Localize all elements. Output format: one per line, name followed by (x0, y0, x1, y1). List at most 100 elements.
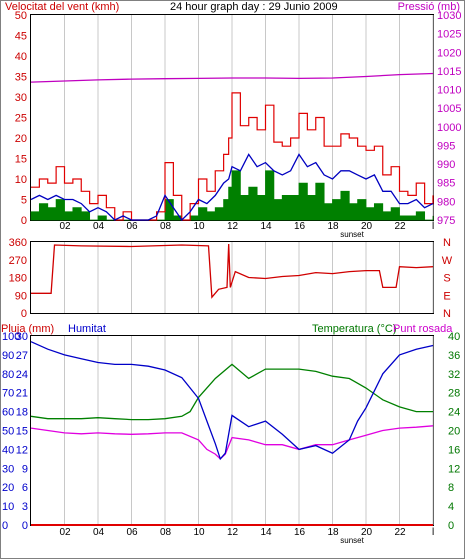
temperature-y-tick-label: 36 (448, 350, 460, 362)
direction-y-tick-label: 90 (15, 290, 27, 302)
x-tick-label: 08 (160, 527, 172, 538)
humidity-y-tick-label: 80 (2, 369, 14, 381)
direction-y-tick-label: 180 (9, 273, 27, 285)
temperature-y-tick-label: 20 (448, 426, 460, 438)
pressure-y-tick-label: 975 (437, 215, 455, 227)
rain-y-tick-label: 30 (16, 331, 28, 343)
x-tick-label: 08 (160, 221, 172, 232)
wind-y-tick-label: 30 (15, 92, 27, 104)
humidity-series-line (30, 341, 434, 461)
pressure-series-line (30, 72, 434, 83)
x-tick-label: 10 (194, 221, 206, 232)
wind-y-tick-label: 20 (15, 133, 27, 145)
compass-tick-label: N (443, 237, 451, 249)
rain-y-tick-label: 24 (16, 369, 28, 381)
humidity-axis-title: Humitat (68, 323, 106, 335)
humidity-y-tick-label: 20 (2, 482, 14, 494)
wind-y-tick-label: 15 (15, 154, 27, 166)
pressure-y-tick-label: 980 (437, 196, 455, 208)
pressure-y-tick-label: 1000 (437, 122, 461, 134)
x-tick-label: 14 (261, 221, 273, 232)
temperature-y-tick-label: 8 (448, 482, 454, 494)
pressure-y-tick-label: 1025 (437, 29, 461, 41)
humidity-y-tick-label: 30 (2, 463, 14, 475)
humidity-y-tick-label: 0 (2, 520, 8, 532)
wind-average-series-line (30, 153, 434, 222)
compass-tick-label: W (442, 255, 453, 267)
x-tick-label: 06 (127, 527, 139, 538)
wind-y-tick-label: 10 (15, 174, 27, 186)
humidity-y-tick-label: 70 (2, 388, 14, 400)
temperature-y-tick-label: 32 (448, 369, 460, 381)
x-tick-label: l (432, 527, 434, 538)
x-tick-label: l (432, 221, 434, 232)
compass-tick-label: N (443, 308, 451, 320)
x-tick-label: 22 (395, 221, 407, 232)
rain-y-tick-label: 15 (16, 426, 28, 438)
rain-y-tick-label: 21 (16, 388, 28, 400)
wind-speed-series-line (31, 92, 434, 221)
x-tick-label: 10 (194, 527, 206, 538)
pressure-y-tick-label: 1030 (437, 10, 461, 22)
rain-axis-title: Pluja (mm) (1, 323, 54, 335)
sunset-label: sunset (340, 230, 364, 239)
pressure-axis-title: Pressió (mb) (398, 1, 460, 13)
humidity-y-tick-label: 60 (2, 407, 14, 419)
compass-tick-label: E (443, 290, 450, 302)
sunset-label: sunset (340, 536, 364, 545)
pressure-y-tick-label: 1010 (437, 85, 461, 97)
temperature-axis-title: Temperatura (°C) (312, 323, 396, 335)
x-tick-label: 16 (294, 221, 306, 232)
temperature-series-line (30, 363, 433, 421)
rain-y-tick-label: 18 (16, 407, 28, 419)
wind-axis-title: Velocitat del vent (kmh) (5, 1, 119, 13)
x-tick-label: 22 (395, 527, 407, 538)
humidity-y-tick-label: 90 (2, 350, 14, 362)
x-tick-label: 18 (328, 221, 340, 232)
compass-tick-label: S (443, 273, 450, 285)
direction-y-tick-label: 0 (21, 308, 27, 320)
x-tick-label: 20 (361, 527, 373, 538)
temperature-y-tick-label: 40 (448, 331, 460, 343)
wind-low-series-area (30, 170, 434, 221)
rain-y-tick-label: 3 (22, 501, 28, 513)
temperature-y-tick-label: 24 (448, 407, 460, 419)
wind-y-tick-label: 45 (15, 31, 27, 43)
humidity-y-tick-label: 100 (2, 331, 20, 343)
graph-title: 24 hour graph day : 29 Junio 2009 (170, 1, 338, 13)
wind-y-tick-label: 50 (15, 10, 27, 22)
temperature-y-tick-label: 12 (448, 463, 460, 475)
temperature-y-tick-label: 4 (448, 501, 454, 513)
x-tick-label: 12 (227, 221, 239, 232)
direction-y-tick-label: 360 (9, 237, 27, 249)
temperature-y-tick-label: 0 (448, 520, 454, 532)
pressure-y-tick-label: 985 (437, 178, 455, 190)
wind-direction-series-line (31, 243, 434, 299)
temperature-y-tick-label: 16 (448, 444, 460, 456)
x-tick-label: 06 (127, 221, 139, 232)
rain-y-tick-label: 27 (16, 350, 28, 362)
humidity-y-tick-label: 50 (2, 426, 14, 438)
humidity-y-tick-label: 10 (2, 501, 14, 513)
wind-y-tick-label: 35 (15, 72, 27, 84)
dewpoint-axis-title: Punt rosada (393, 323, 453, 335)
wind-y-tick-label: 5 (21, 195, 27, 207)
x-tick-label: 20 (361, 221, 373, 232)
pressure-y-tick-label: 990 (437, 159, 455, 171)
rain-y-tick-label: 12 (16, 444, 28, 456)
x-tick-label: 04 (93, 221, 105, 232)
rain-y-tick-label: 9 (22, 463, 28, 475)
wind-y-tick-label: 0 (21, 215, 27, 227)
pressure-y-tick-label: 1005 (437, 103, 461, 115)
wind-y-tick-label: 25 (15, 113, 27, 125)
temperature-y-tick-label: 28 (448, 388, 460, 400)
x-tick-label: 12 (227, 527, 239, 538)
pressure-y-tick-label: 1015 (437, 66, 461, 78)
x-tick-label: 04 (93, 527, 105, 538)
x-tick-label: 16 (294, 527, 306, 538)
x-tick-label: 18 (328, 527, 340, 538)
x-tick-label: 02 (60, 221, 72, 232)
